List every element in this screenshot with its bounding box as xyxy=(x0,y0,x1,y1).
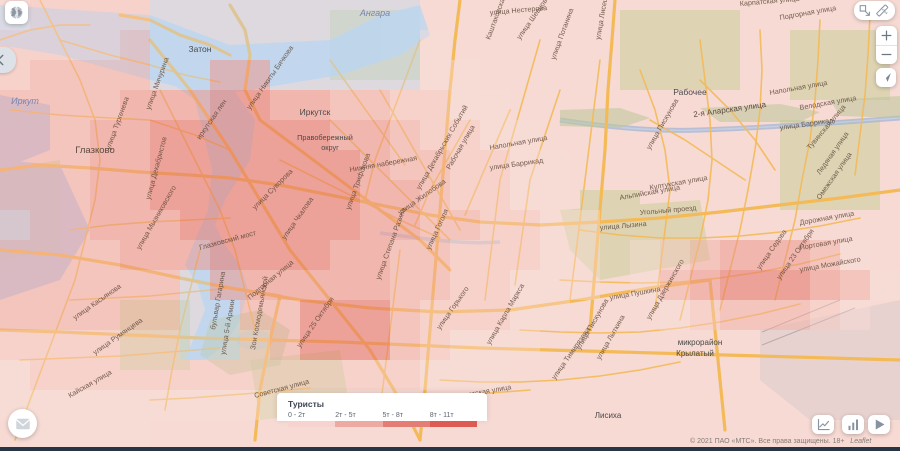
svg-text:Правобережный: Правобережный xyxy=(297,133,353,142)
svg-text:Крылатый: Крылатый xyxy=(676,349,714,358)
svg-text:Лисиха: Лисиха xyxy=(595,411,622,420)
svg-text:микрорайон: микрорайон xyxy=(678,338,723,347)
svg-text:Ангара: Ангара xyxy=(359,8,390,18)
svg-text:Иркутск: Иркутск xyxy=(300,107,331,117)
svg-text:Рабочее: Рабочее xyxy=(673,87,707,97)
svg-text:Иркут: Иркут xyxy=(11,96,39,106)
svg-text:округ: округ xyxy=(321,143,339,152)
svg-text:Затон: Затон xyxy=(189,44,212,54)
